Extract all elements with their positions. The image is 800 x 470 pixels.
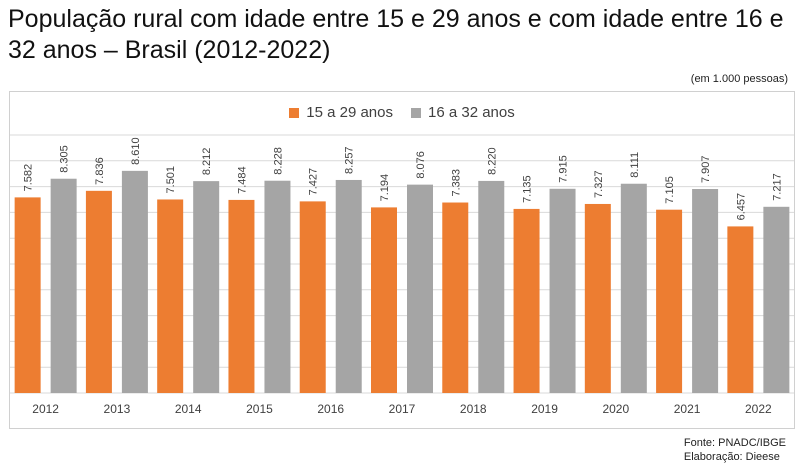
- bar-series2-2017: [407, 184, 433, 393]
- bar-series1-2021: [656, 209, 683, 393]
- bar-series2-2022: [763, 206, 790, 393]
- x-tick-label: 2019: [531, 402, 558, 416]
- bar-series2-2016: [335, 179, 362, 393]
- legend-swatch-series2: [411, 107, 421, 118]
- bar-series1-2017: [371, 207, 397, 393]
- source-note: Fonte: PNADC/IBGE Elaboração: Dieese: [684, 436, 786, 464]
- bar-series1-2016: [299, 201, 326, 393]
- data-label: 7.105: [664, 176, 676, 204]
- legend-swatch-series1: [289, 107, 300, 118]
- bar-series2-2020: [620, 183, 647, 393]
- data-label: 6.457: [735, 193, 747, 221]
- legend-label-series2: 16 a 32 anos: [428, 104, 515, 121]
- unit-note: (em 1.000 pessoas): [690, 73, 788, 85]
- data-label: 8.212: [201, 148, 213, 176]
- legend-item-series2: 16 a 32 anos: [411, 104, 515, 121]
- bar-series2-2019: [549, 188, 576, 393]
- bar-series1-2012: [14, 197, 41, 393]
- data-label: 7.915: [558, 155, 570, 183]
- legend-item-series1: 15 a 29 anos: [289, 104, 393, 121]
- source-line: Fonte: PNADC/IBGE: [683, 437, 786, 449]
- page-title: População rural com idade entre 15 e 29 …: [8, 5, 784, 64]
- bar-series1-2013: [85, 190, 112, 393]
- credit-line: Elaboração: Dieese: [683, 451, 780, 463]
- bar-series2-2013: [121, 170, 148, 393]
- bar-series2-2015: [264, 180, 291, 393]
- x-tick-label: 2015: [246, 402, 273, 416]
- data-label: 7.484: [236, 166, 248, 194]
- bar-series1-2020: [584, 203, 611, 393]
- x-tick-label: 2014: [175, 402, 202, 416]
- data-label: 7.327: [593, 170, 605, 198]
- data-label: 7.582: [23, 164, 35, 192]
- x-tick-label: 2021: [674, 402, 701, 416]
- data-label: 8.257: [344, 146, 356, 174]
- legend-label-series1: 15 a 29 anos: [306, 104, 393, 121]
- data-label: 8.220: [486, 147, 498, 175]
- data-label: 8.610: [130, 137, 142, 165]
- bar-series2-2014: [193, 181, 220, 393]
- bar-series2-2018: [478, 180, 505, 393]
- bar-chart: 7.582 8.305 2012 7.836 8.610 2013 7.501 8.212 20…: [10, 134, 794, 416]
- data-label: 7.501: [165, 166, 177, 194]
- x-tick-label: 2020: [602, 402, 629, 416]
- bar-series1-2015: [228, 199, 255, 393]
- data-label: 7.836: [94, 157, 106, 185]
- bar-series2-2012: [50, 178, 77, 393]
- chart-area: 15 a 29 anos 16 a 32 anos 7.582 8.305 2012…: [9, 91, 795, 429]
- data-label: 7.427: [308, 168, 320, 196]
- bar-series1-2019: [513, 208, 540, 393]
- bar-series2-2021: [692, 188, 719, 393]
- data-label: 7.217: [771, 173, 783, 201]
- data-label: 7.135: [522, 175, 534, 203]
- bar-series1-2018: [442, 202, 469, 393]
- data-label: 8.305: [59, 145, 71, 173]
- bar-series1-2022: [727, 226, 754, 393]
- x-tick-label: 2012: [32, 402, 59, 416]
- bar-series1-2014: [157, 199, 184, 393]
- data-label: 8.228: [272, 147, 284, 175]
- data-label: 8.111: [629, 152, 641, 178]
- data-label: 8.076: [415, 151, 427, 179]
- chart-legend: 15 a 29 anos 16 a 32 anos: [10, 104, 794, 121]
- x-tick-label: 2016: [317, 402, 344, 416]
- x-tick-label: 2018: [460, 402, 487, 416]
- x-tick-label: 2013: [104, 402, 131, 416]
- x-tick-label: 2017: [389, 402, 416, 416]
- data-label: 7.383: [450, 169, 462, 197]
- data-label: 7.907: [700, 155, 712, 183]
- x-tick-label: 2022: [745, 402, 772, 416]
- data-label: 7.194: [379, 174, 391, 202]
